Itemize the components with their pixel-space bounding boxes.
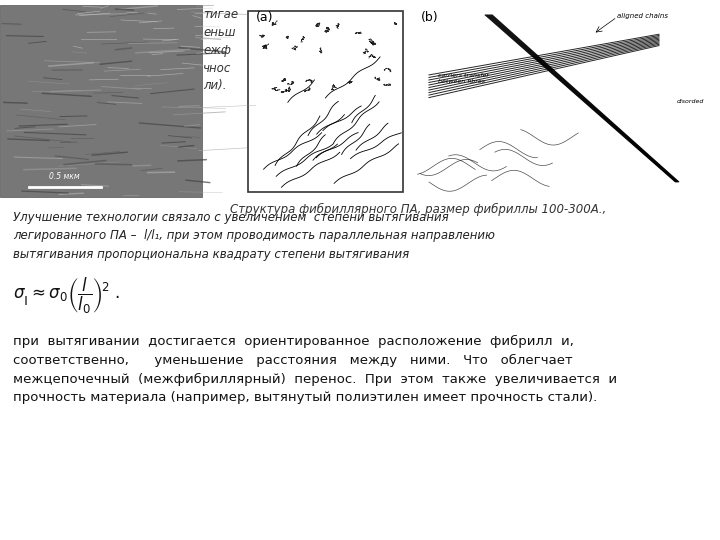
Text: Структура фибриллярного ПА, размер фибриллы 100-300А.,: Структура фибриллярного ПА, размер фибри… xyxy=(230,202,607,215)
Bar xyxy=(414,5,713,197)
Bar xyxy=(0,5,202,197)
Text: ежф: ежф xyxy=(203,44,231,57)
Bar xyxy=(248,11,403,192)
Text: 0.5 мкм: 0.5 мкм xyxy=(50,172,80,181)
Text: соответственно,      уменьшение   расстояния   между   ними.   Что   облегчает: соответственно, уменьшение расстояния ме… xyxy=(13,354,572,367)
Text: disorded: disorded xyxy=(677,99,704,104)
Text: тигае: тигае xyxy=(203,8,238,21)
Text: легированного ПА –  l/l₁, при этом проводимость параллельная направлению: легированного ПА – l/l₁, при этом провод… xyxy=(13,230,495,242)
Text: вытягивания пропорциональна квадрату степени вытягивания: вытягивания пропорциональна квадрату сте… xyxy=(13,248,409,261)
Text: aligned chains: aligned chains xyxy=(617,13,668,19)
Text: прочность материала (например, вытянутый полиэтилен имеет прочность стали).: прочность материала (например, вытянутый… xyxy=(13,392,597,404)
Text: (b): (b) xyxy=(421,11,438,24)
Text: чнос: чнос xyxy=(203,62,231,75)
Text: (a): (a) xyxy=(256,11,273,24)
Text: межцепочечный  (межфибриллярный)  перенос.  При  этом  также  увеличивается  и: межцепочечный (межфибриллярный) перенос.… xyxy=(13,373,617,386)
Text: carriers transfer
between fibres: carriers transfer between fibres xyxy=(438,73,489,84)
Text: при  вытягивании  достигается  ориентированное  расположение  фибрилл  и,: при вытягивании достигается ориентирован… xyxy=(13,335,574,348)
Text: Улучшение технологии связало с увеличением  степени вытягивания: Улучшение технологии связало с увеличени… xyxy=(13,211,449,224)
Text: еньш: еньш xyxy=(203,26,235,39)
Text: $\sigma_{_{\|}} \approx \sigma_0 \left(\dfrac{l}{l_0}\right)^{\!2}$ .: $\sigma_{_{\|}} \approx \sigma_0 \left(\… xyxy=(13,275,120,315)
Text: ли).: ли). xyxy=(203,79,227,92)
